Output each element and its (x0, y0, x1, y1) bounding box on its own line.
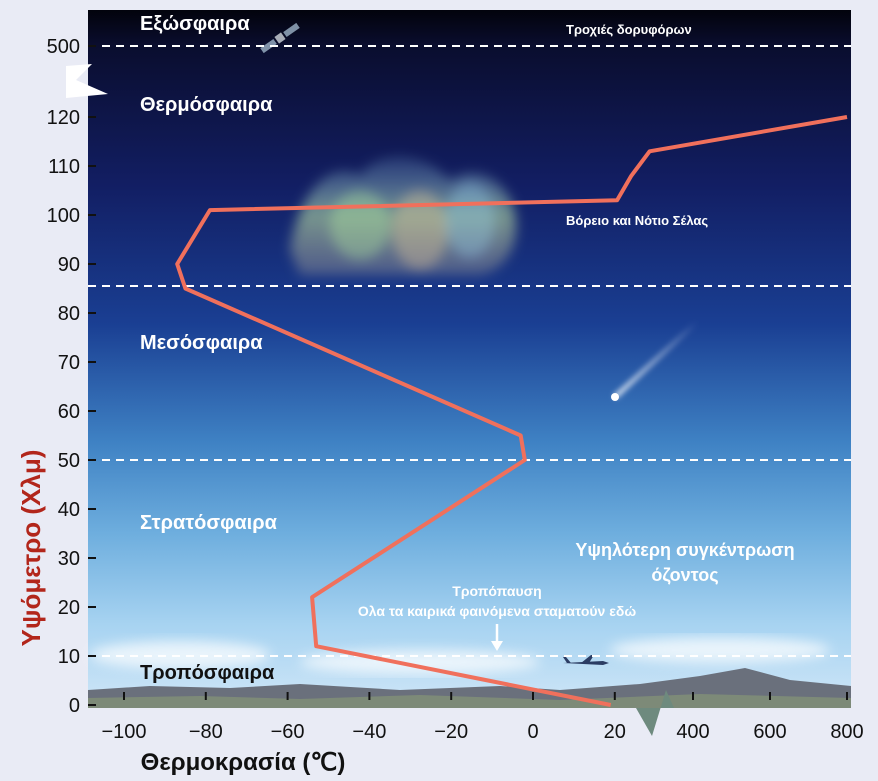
tropopause-title: Τροπόπαυση (452, 583, 541, 599)
y-axis-label: Υψόμετρο (Χλμ) (16, 450, 46, 647)
ozone-label-line2: όζοντος (651, 565, 718, 586)
layer-label-stratosphere: Στρατόσφαιρα (140, 512, 278, 534)
y-tick-label: 60 (58, 401, 80, 423)
y-tick-label: 30 (58, 548, 80, 570)
x-axis-ticks: −100 −80 −60 −40 −20 0 20 400 600 800 (101, 692, 864, 743)
satellite-icon (260, 22, 300, 54)
layer-boundaries (88, 45, 851, 657)
x-tick-label: −20 (434, 721, 468, 743)
ground-image (88, 668, 851, 708)
y-tick-label: 90 (58, 254, 80, 276)
y-tick-label: 0 (69, 695, 80, 717)
x-tick-label: 800 (830, 721, 863, 743)
x-tick-label: 0 (527, 721, 538, 743)
y-tick-label: 110 (48, 156, 80, 178)
y-tick-label: 70 (58, 352, 80, 374)
x-tick-label: 20 (604, 721, 626, 743)
layer-label-thermosphere: Θερμόσφαιρα (140, 94, 273, 116)
y-tick-label: 40 (58, 499, 80, 521)
aurora-label: Βόρειο και Νότιο Σέλας (566, 213, 708, 228)
tropopause-arrow-icon (491, 624, 503, 651)
temperature-curve (175, 115, 848, 707)
x-tick-label: 600 (753, 721, 786, 743)
x-axis-label: Θερμοκρασία (℃) (141, 749, 346, 776)
sky-background (88, 10, 851, 708)
layer-label-troposphere: Τροπόσφαιρα (140, 662, 275, 684)
y-tick-label: 10 (58, 646, 80, 668)
x-axis-break-marker (636, 690, 674, 736)
axis-break-marker (66, 64, 108, 98)
satellite-orbits-label: Τροχιές δορυφόρων (566, 22, 692, 37)
x-tick-label: −60 (271, 721, 305, 743)
x-tick-label: 400 (676, 721, 709, 743)
y-axis-ticks: 0 10 20 30 40 50 60 70 80 90 100 110 120 500 (47, 36, 96, 717)
airplane-icon (563, 655, 609, 665)
x-tick-label: −80 (189, 721, 223, 743)
y-tick-label: 20 (58, 597, 80, 619)
x-tick-label: −100 (101, 721, 146, 743)
layer-label-mesosphere: Μεσόσφαιρα (140, 332, 263, 354)
y-tick-label: 120 (47, 107, 80, 129)
y-tick-label: 100 (47, 205, 80, 227)
x-tick-label: −40 (352, 721, 386, 743)
y-tick-label: 50 (58, 450, 80, 472)
tropopause-note: Ολα τα καιρικά φαινόμενα σταματούν εδώ (358, 603, 637, 619)
layer-label-exosphere: Εξώσφαιρα (140, 13, 250, 35)
y-tick-label: 80 (58, 303, 80, 325)
ozone-label-line1: Υψηλότερη συγκέντρωση (575, 540, 794, 560)
meteor-image (611, 320, 699, 401)
y-tick-label: 500 (47, 36, 80, 58)
